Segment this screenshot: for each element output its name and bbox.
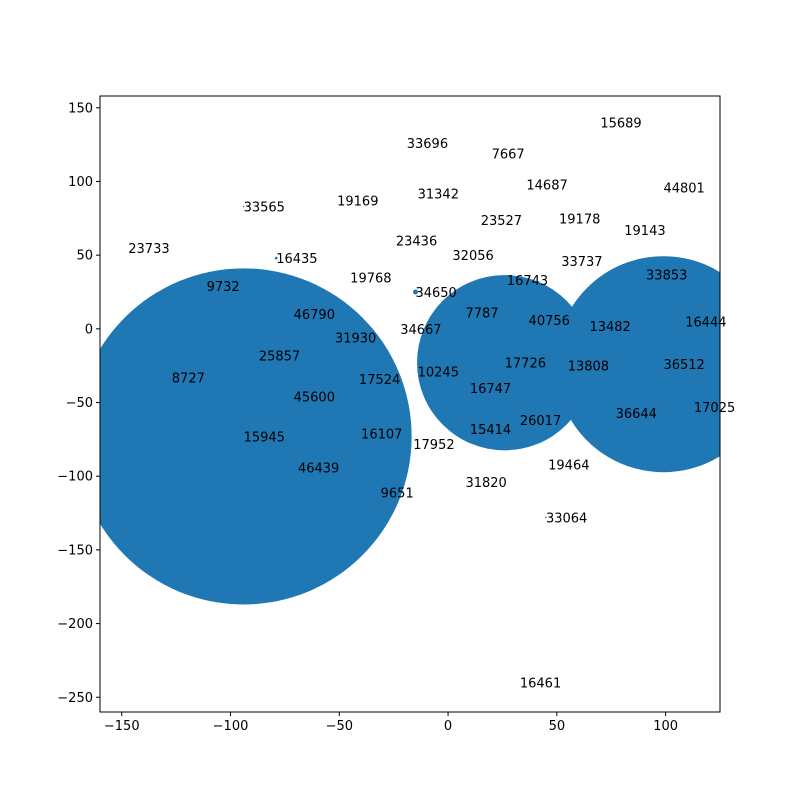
y-tick-label: 100 — [68, 175, 93, 190]
y-tick-label: −50 — [66, 396, 93, 411]
point-label-44801: 44801 — [663, 181, 704, 196]
x-axis: −150 −100 −50 0 50 100 — [104, 712, 678, 734]
data-point-33565 — [242, 205, 245, 208]
point-label-19169: 19169 — [337, 195, 378, 210]
data-point-16435 — [274, 256, 278, 260]
data-point-33064 — [545, 516, 547, 519]
point-label-10245: 10245 — [418, 366, 459, 381]
point-label-31820: 31820 — [465, 476, 506, 491]
point-label-33853: 33853 — [646, 268, 687, 283]
point-label-33696: 33696 — [407, 137, 448, 152]
point-label-23527: 23527 — [481, 214, 522, 229]
point-label-19143: 19143 — [624, 224, 665, 239]
data-point-36512 — [555, 256, 720, 473]
point-label-34650: 34650 — [415, 286, 456, 301]
data-point-15945 — [100, 268, 412, 605]
point-label-16747: 16747 — [470, 382, 511, 397]
point-label-7787: 7787 — [465, 307, 498, 322]
point-label-32056: 32056 — [452, 249, 493, 264]
x-tick-label: 50 — [549, 719, 566, 734]
point-label-15945: 15945 — [244, 430, 285, 445]
point-label-9732: 9732 — [207, 280, 240, 295]
point-label-19178: 19178 — [559, 212, 600, 227]
point-label-7667: 7667 — [492, 147, 525, 162]
point-label-17524: 17524 — [359, 373, 400, 388]
x-tick-label: −100 — [213, 719, 249, 734]
point-label-25857: 25857 — [259, 349, 300, 364]
point-label-19768: 19768 — [350, 271, 391, 286]
point-label-16107: 16107 — [361, 427, 402, 442]
y-tick-label: −250 — [57, 691, 93, 706]
y-tick-label: −200 — [57, 617, 93, 632]
point-label-19464: 19464 — [548, 458, 589, 473]
data-point-36644 — [614, 411, 617, 414]
y-tick-label: 50 — [76, 249, 93, 264]
point-label-36512: 36512 — [663, 358, 704, 373]
point-label-45600: 45600 — [294, 391, 335, 406]
x-tick-label: 100 — [653, 719, 678, 734]
y-tick-label: 150 — [68, 101, 93, 116]
point-label-33064: 33064 — [546, 511, 587, 526]
point-label-16743: 16743 — [507, 274, 548, 289]
point-labels-layer: 15689 33696 7667 44801 14687 31342 33565 19169 1… — [128, 117, 735, 692]
point-label-13482: 13482 — [589, 320, 630, 335]
point-label-17726: 17726 — [505, 357, 546, 372]
point-label-36644: 36644 — [616, 407, 657, 422]
point-label-46439: 46439 — [298, 461, 339, 476]
point-label-14687: 14687 — [526, 178, 567, 193]
point-label-15689: 15689 — [600, 117, 641, 132]
y-tick-label: 0 — [85, 322, 93, 337]
x-tick-label: −150 — [104, 719, 140, 734]
point-label-16444: 16444 — [685, 315, 726, 330]
point-label-16435: 16435 — [276, 252, 317, 267]
points-layer — [100, 205, 720, 605]
y-tick-label: −100 — [57, 470, 93, 485]
point-label-33565: 33565 — [244, 201, 285, 216]
point-label-9651: 9651 — [381, 486, 414, 501]
point-label-33737: 33737 — [561, 255, 602, 270]
y-axis: 150 100 50 0 −50 −100 −150 −200 −250 — [57, 101, 100, 706]
point-label-31342: 31342 — [418, 187, 459, 202]
x-tick-label: −50 — [326, 719, 353, 734]
point-label-26017: 26017 — [520, 414, 561, 429]
point-label-31930: 31930 — [335, 332, 376, 347]
point-label-23436: 23436 — [396, 234, 437, 249]
y-tick-label: −150 — [57, 543, 93, 558]
point-label-13808: 13808 — [568, 360, 609, 375]
point-label-15414: 15414 — [470, 423, 511, 438]
point-label-8727: 8727 — [172, 371, 205, 386]
point-label-16461: 16461 — [520, 677, 561, 692]
point-label-17952: 17952 — [413, 438, 454, 453]
plot-frame — [99, 95, 721, 713]
point-label-40756: 40756 — [529, 314, 570, 329]
point-label-34667: 34667 — [400, 323, 441, 338]
data-point-17726 — [417, 275, 593, 451]
data-point-34650 — [412, 289, 418, 295]
point-label-23733: 23733 — [128, 242, 169, 257]
x-tick-label: 0 — [444, 719, 452, 734]
point-label-17025: 17025 — [694, 401, 735, 416]
point-label-46790: 46790 — [294, 308, 335, 323]
